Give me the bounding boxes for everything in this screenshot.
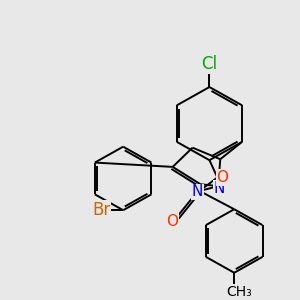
- Text: O: O: [166, 214, 178, 229]
- Text: O: O: [216, 170, 228, 185]
- Text: N: N: [214, 181, 225, 196]
- Text: Cl: Cl: [201, 55, 218, 73]
- Text: CH₃: CH₃: [226, 285, 252, 299]
- Text: Br: Br: [92, 201, 110, 219]
- Text: N: N: [192, 184, 203, 200]
